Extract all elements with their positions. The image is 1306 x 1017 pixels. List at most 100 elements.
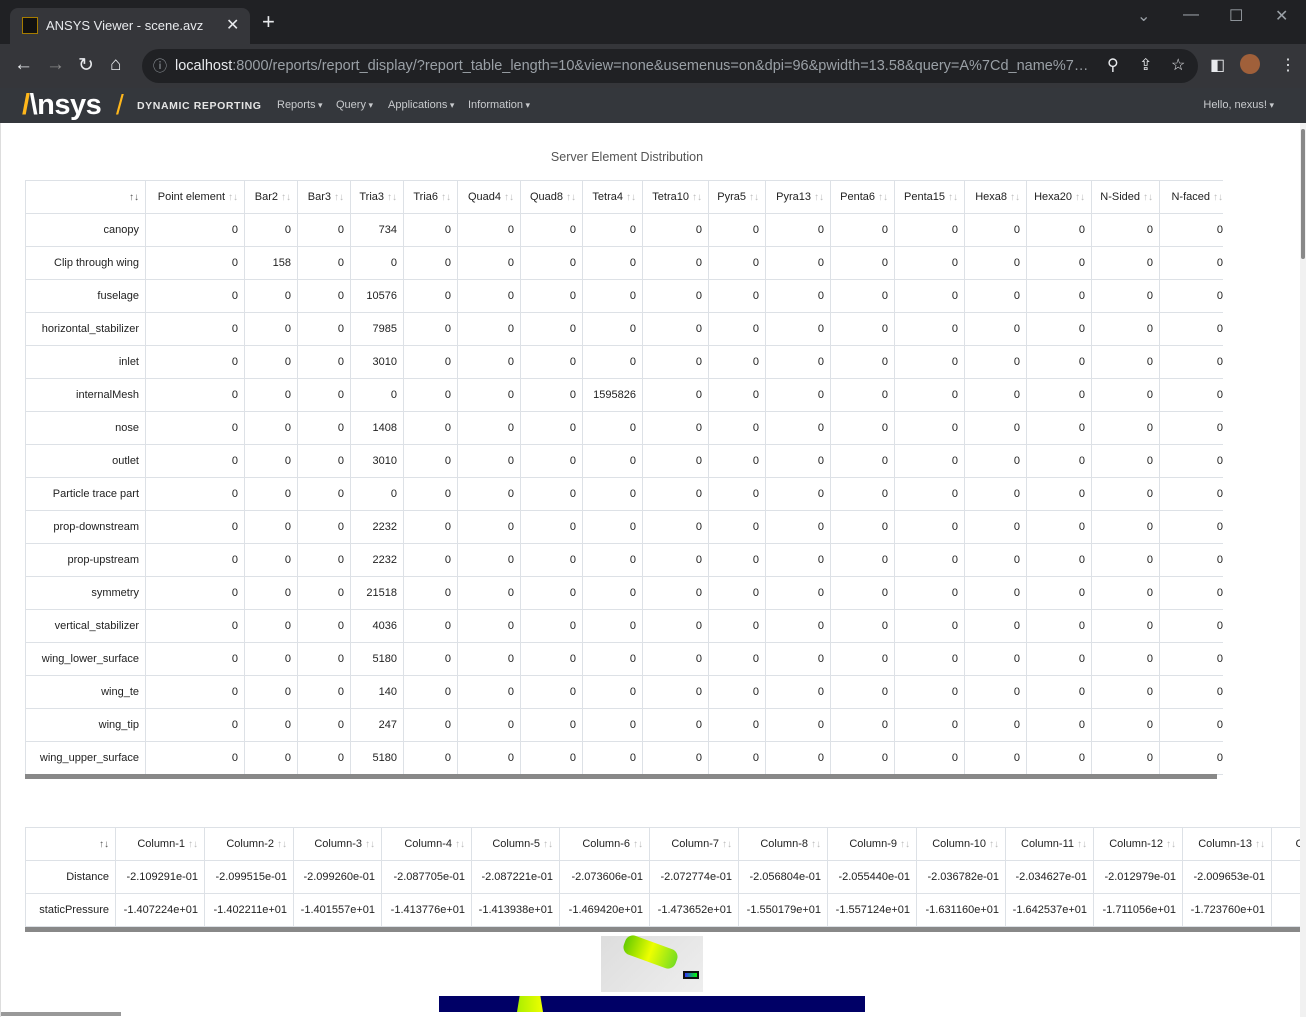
column-header[interactable]: Column-3 ↑↓	[293, 827, 382, 861]
address-bar[interactable]: ⓘ localhost:8000/reports/report_display/…	[142, 49, 1198, 83]
scene-thumbnail-image[interactable]	[601, 933, 703, 992]
forward-icon[interactable]: →	[46, 54, 65, 75]
sort-icon[interactable]: ↑↓	[441, 192, 451, 203]
column-header[interactable]: Column-5 ↑↓	[471, 827, 560, 861]
user-menu[interactable]: Hello, nexus!	[1203, 99, 1274, 111]
reload-icon[interactable]: ↻	[78, 55, 94, 76]
new-tab-icon[interactable]: +	[262, 9, 275, 34]
column-header[interactable]: Column-8 ↑↓	[738, 827, 828, 861]
close-tab-icon[interactable]: ✕	[226, 17, 240, 34]
table1-horizontal-scrollbar[interactable]	[25, 774, 1217, 779]
sort-icon[interactable]: ↑↓	[365, 839, 375, 850]
minimize-icon[interactable]: —	[1183, 6, 1199, 23]
column-header[interactable]: Penta15 ↑↓	[894, 180, 965, 214]
column-header[interactable]: ↑↓	[25, 827, 116, 861]
column-header[interactable]: Column-7 ↑↓	[649, 827, 739, 861]
column-header[interactable]: Column-9 ↑↓	[827, 827, 917, 861]
sort-icon[interactable]: ↑↓	[878, 192, 888, 203]
table-row: vertical_stabilizer 0 0 0 4036 0 0 0 0 0 0 0 0 0 0 0 0 0	[25, 609, 1223, 643]
column-header[interactable]: Column-2 ↑↓	[204, 827, 294, 861]
back-icon[interactable]: ←	[14, 54, 33, 75]
column-header[interactable]: Col↑↓	[1271, 827, 1300, 861]
column-header[interactable]: Column-11 ↑↓	[1005, 827, 1094, 861]
column-header[interactable]: Tetra10 ↑↓	[642, 180, 709, 214]
menu-applications[interactable]: Applications	[388, 99, 454, 111]
sort-icon[interactable]: ↑↓	[1010, 192, 1020, 203]
sort-icon[interactable]: ↑↓	[1077, 839, 1087, 850]
table-cell: 0	[1159, 378, 1223, 412]
column-header[interactable]: Column-10 ↑↓	[916, 827, 1006, 861]
sort-icon[interactable]: ↑↓	[228, 192, 238, 203]
scene-viewer-image[interactable]	[439, 996, 865, 1012]
sort-icon[interactable]: ↑↓	[566, 192, 576, 203]
side-panel-icon[interactable]: ◧	[1210, 57, 1226, 74]
column-header[interactable]: Quad4 ↑↓	[457, 180, 521, 214]
sort-icon[interactable]: ↑↓	[749, 192, 759, 203]
site-info-icon[interactable]: ⓘ	[153, 58, 167, 74]
more-menu-icon[interactable]: ⋮	[1280, 57, 1296, 74]
sort-icon[interactable]: ↑↓	[692, 192, 702, 203]
column-header[interactable]: Bar3 ↑↓	[297, 180, 351, 214]
sort-icon[interactable]: ↑↓	[281, 192, 291, 203]
sort-icon[interactable]: ↑↓	[129, 192, 139, 203]
column-header[interactable]: Column-12 ↑↓	[1093, 827, 1183, 861]
sort-icon[interactable]: ↑↓	[900, 839, 910, 850]
page-vertical-scrollbar[interactable]	[1300, 123, 1306, 1017]
url-text[interactable]: localhost:8000/reports/report_display/?r…	[175, 49, 1093, 83]
bookmark-star-icon[interactable]: ☆	[1171, 57, 1186, 74]
sort-icon[interactable]: ↑↓	[948, 192, 958, 203]
menu-information[interactable]: Information	[468, 99, 530, 111]
sort-icon[interactable]: ↑↓	[722, 839, 732, 850]
sort-icon[interactable]: ↑↓	[814, 192, 824, 203]
sort-icon[interactable]: ↑↓	[387, 192, 397, 203]
menu-reports[interactable]: Reports	[277, 99, 323, 111]
column-header[interactable]: Column-1 ↑↓	[115, 827, 205, 861]
sort-icon[interactable]: ↑↓	[277, 839, 287, 850]
sort-icon[interactable]: ↑↓	[1075, 192, 1085, 203]
sort-icon[interactable]: ↑↓	[1166, 839, 1176, 850]
column-header[interactable]: N-faced ↑↓	[1159, 180, 1223, 214]
sort-icon[interactable]: ↑↓	[99, 839, 109, 850]
column-header[interactable]: Column-4 ↑↓	[381, 827, 472, 861]
zoom-icon[interactable]: ⚲	[1107, 57, 1119, 74]
column-header[interactable]: Penta6 ↑↓	[830, 180, 895, 214]
home-icon[interactable]: ⌂	[110, 54, 122, 75]
maximize-icon[interactable]: ☐	[1229, 8, 1244, 25]
column-header[interactable]: Tetra4 ↑↓	[582, 180, 643, 214]
column-header[interactable]: ↑↓	[25, 180, 146, 214]
sort-icon[interactable]: ↑↓	[543, 839, 553, 850]
close-window-icon[interactable]: ✕	[1275, 8, 1289, 25]
ansys-logo[interactable]: /\nsys	[22, 89, 102, 121]
column-header[interactable]: Tria3 ↑↓	[350, 180, 404, 214]
column-header[interactable]: Column-6 ↑↓	[559, 827, 650, 861]
column-header[interactable]: Tria6 ↑↓	[403, 180, 458, 214]
sort-icon[interactable]: ↑↓	[1143, 192, 1153, 203]
column-header[interactable]: Hexa8 ↑↓	[964, 180, 1027, 214]
sort-icon[interactable]: ↑↓	[633, 839, 643, 850]
table2-horizontal-scrollbar[interactable]	[25, 927, 1300, 932]
column-header[interactable]: Bar2 ↑↓	[244, 180, 298, 214]
column-header[interactable]: N-Sided ↑↓	[1091, 180, 1160, 214]
column-header[interactable]: Column-13 ↑↓	[1182, 827, 1272, 861]
table-cell: 0	[1091, 444, 1160, 478]
sort-icon[interactable]: ↑↓	[455, 839, 465, 850]
column-header[interactable]: Pyra13 ↑↓	[765, 180, 831, 214]
tab-search-icon[interactable]: ⌄	[1137, 8, 1151, 25]
sort-icon[interactable]: ↑↓	[1213, 192, 1223, 203]
browser-tab[interactable]: ANSYS Viewer - scene.avz ✕	[10, 8, 250, 44]
column-header[interactable]: Quad8 ↑↓	[520, 180, 583, 214]
column-header[interactable]: Point element ↑↓	[145, 180, 245, 214]
share-icon[interactable]: ⇪	[1139, 57, 1153, 74]
sort-icon[interactable]: ↑↓	[811, 839, 821, 850]
page-horizontal-scrollbar[interactable]	[1, 1012, 121, 1016]
sort-icon[interactable]: ↑↓	[188, 839, 198, 850]
sort-icon[interactable]: ↑↓	[334, 192, 344, 203]
column-header[interactable]: Hexa20 ↑↓	[1026, 180, 1092, 214]
column-header[interactable]: Pyra5 ↑↓	[708, 180, 766, 214]
profile-avatar[interactable]	[1240, 54, 1260, 74]
sort-icon[interactable]: ↑↓	[626, 192, 636, 203]
sort-icon[interactable]: ↑↓	[1255, 839, 1265, 850]
menu-query[interactable]: Query	[336, 99, 373, 111]
sort-icon[interactable]: ↑↓	[989, 839, 999, 850]
sort-icon[interactable]: ↑↓	[504, 192, 514, 203]
